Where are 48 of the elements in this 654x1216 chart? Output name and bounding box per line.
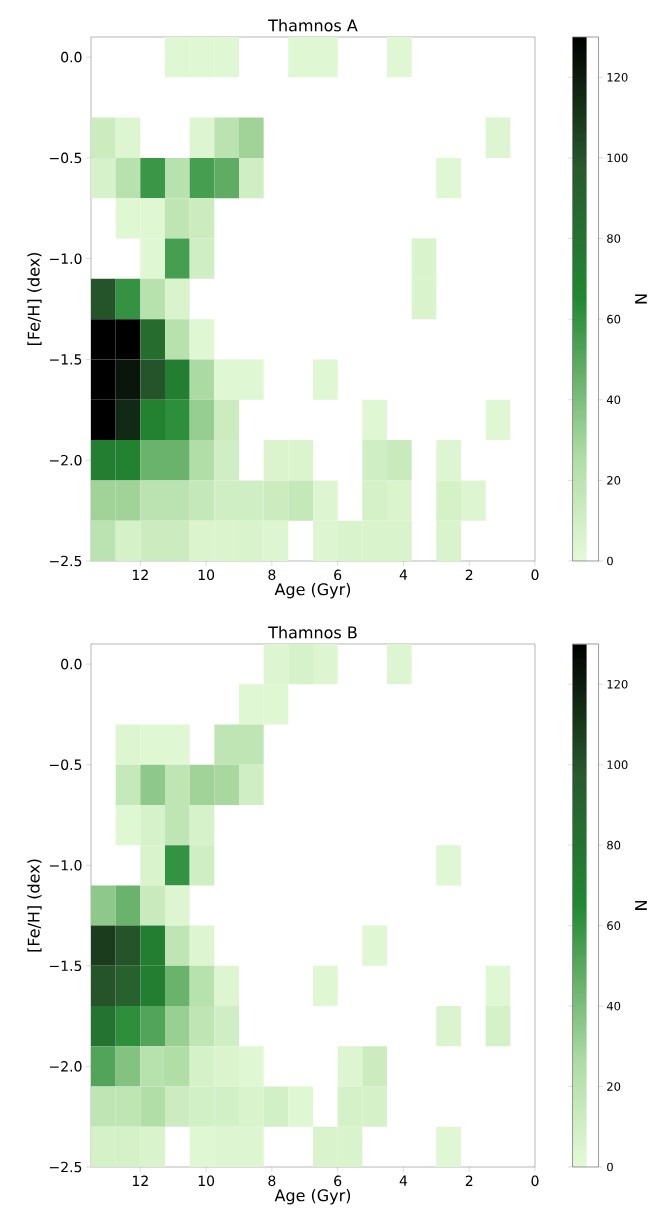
color-bar-label: 60 — [607, 921, 621, 930]
x-axis-title: Age (Gyr) — [274, 582, 351, 599]
chart-title: Thamnos B — [268, 626, 357, 639]
color-bar-label: 80 — [607, 234, 621, 243]
color-bar-label: 100 — [607, 760, 628, 770]
x-tick-label: 6 — [334, 1175, 342, 1187]
y-tick-label: −2.5 — [49, 555, 82, 567]
x-axis-title: Age (Gyr) — [274, 1188, 351, 1205]
y-tick-label: −2.5 — [49, 1161, 82, 1173]
x-tick-label: 10 — [198, 1175, 215, 1187]
color-bar-label: 0 — [607, 556, 613, 566]
color-bar-title: N — [635, 901, 647, 910]
y-tick-label: 0.0 — [61, 658, 82, 670]
y-tick-label: −1.5 — [49, 354, 82, 365]
color-bar-label: 20 — [607, 476, 621, 485]
y-tick-label: −0.5 — [49, 759, 82, 770]
y-tick-label: −1.0 — [49, 859, 82, 871]
x-tick-label: 0 — [531, 569, 539, 581]
color-bar-label: 100 — [607, 153, 628, 163]
color-bar-label: 40 — [606, 395, 621, 405]
color-bar-label: 20 — [607, 1082, 621, 1091]
color-bar-label: 120 — [607, 72, 628, 82]
color-bar-label: 80 — [607, 840, 621, 850]
x-tick-label: 6 — [334, 569, 342, 581]
x-tick-label: 2 — [465, 569, 473, 580]
color-bar-label: 120 — [607, 679, 628, 689]
y-tick-label: −1.5 — [49, 960, 82, 972]
chart-title: Thamnos A — [268, 19, 358, 32]
x-tick-label: 0 — [531, 1175, 539, 1187]
x-tick-label: 8 — [268, 1175, 276, 1187]
x-tick-label: 4 — [399, 569, 408, 580]
y-tick-label: −2.0 — [49, 1061, 82, 1072]
y-tick-label: 0.0 — [61, 51, 82, 63]
color-bar-title: N — [635, 294, 647, 304]
color-bar-label: 0 — [607, 1162, 613, 1172]
y-axis-title: [Fe/H] (dex) — [27, 252, 42, 346]
x-tick-label: 8 — [268, 569, 276, 581]
x-tick-label: 12 — [132, 569, 148, 580]
x-tick-label: 10 — [198, 569, 215, 581]
x-tick-label: 12 — [132, 1175, 148, 1186]
x-tick-label: 2 — [465, 1175, 473, 1186]
y-tick-label: −0.5 — [49, 152, 82, 164]
y-axis-title: [Fe/H] (dex) — [27, 859, 42, 952]
x-tick-label: 4 — [399, 1175, 408, 1186]
color-bar-label: 40 — [606, 1001, 621, 1011]
y-tick-label: −1.0 — [49, 253, 82, 264]
y-tick-label: −2.0 — [49, 454, 82, 466]
color-bar-label: 60 — [607, 314, 621, 324]
